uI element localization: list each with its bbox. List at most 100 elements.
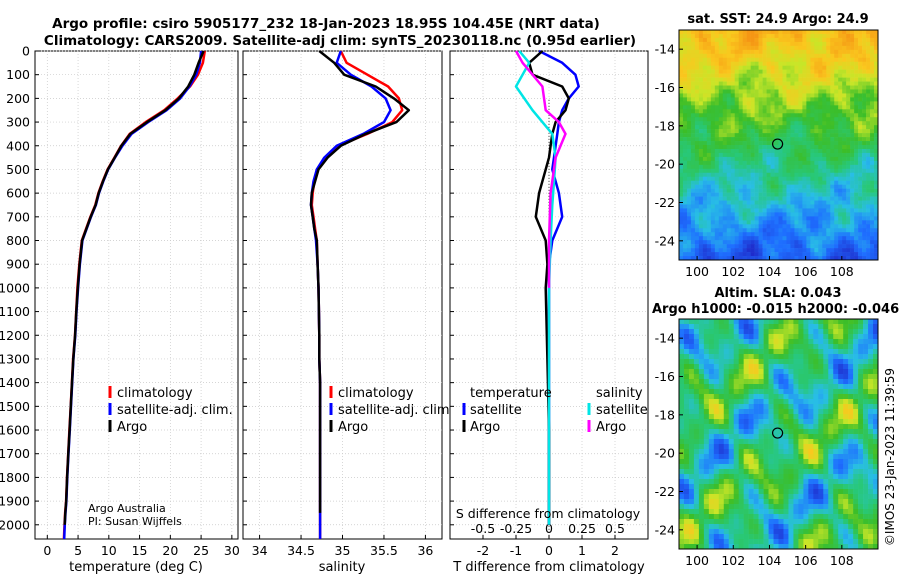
heatmap-cell (850, 137, 854, 141)
heatmap-cell (862, 70, 866, 74)
heatmap-cell (759, 539, 764, 544)
heatmap-cell (808, 524, 813, 529)
heatmap-cell (679, 141, 683, 145)
heatmap-cell (699, 479, 704, 484)
heatmap-cell (790, 117, 794, 121)
heatmap-cell (769, 414, 774, 419)
heatmap-cell (854, 149, 858, 153)
heatmap-cell (803, 429, 808, 434)
heatmap-cell (803, 409, 808, 414)
heatmap-cell (734, 369, 739, 374)
heatmap-cell (786, 232, 790, 236)
heatmap-cell (689, 449, 694, 454)
heatmap-cell (828, 409, 833, 414)
heatmap-cell (798, 212, 802, 216)
heatmap-cell (735, 149, 739, 153)
heatmap-cell (798, 117, 802, 121)
heatmap-cell (743, 220, 747, 224)
heatmap-cell (803, 414, 808, 419)
heatmap-cell (846, 165, 850, 169)
heatmap-cell (814, 62, 818, 66)
heatmap-cell (687, 212, 691, 216)
heatmap-cell (818, 125, 822, 129)
heatmap-cell (707, 224, 711, 228)
heatmap-cell (695, 216, 699, 220)
heatmap-cell (754, 384, 759, 389)
heatmap-cell (810, 117, 814, 121)
heatmap-cell (699, 50, 703, 54)
heatmap-cell (788, 519, 793, 524)
heatmap-cell (810, 153, 814, 157)
heatmap-cell (747, 208, 751, 212)
heatmap-cell (830, 30, 834, 34)
heatmap-cell (843, 419, 848, 424)
heatmap-cell (854, 224, 858, 228)
heatmap-cell (806, 165, 810, 169)
heatmap-cell (870, 145, 874, 149)
heatmap-cell (755, 97, 759, 101)
heatmap-cell (724, 339, 729, 344)
heatmap-cell (870, 173, 874, 177)
heatmap-cell (749, 384, 754, 389)
heatmap-cell (689, 499, 694, 504)
heatmap-cell (833, 404, 838, 409)
heatmap-cell (818, 499, 823, 504)
heatmap-cell (818, 524, 823, 529)
heatmap-cell (723, 149, 727, 153)
heatmap-cell (790, 46, 794, 50)
heatmap-cell (683, 117, 687, 121)
heatmap-cell (709, 334, 714, 339)
heatmap-cell (786, 149, 790, 153)
heatmap-cell (727, 141, 731, 145)
heatmap-cell (735, 125, 739, 129)
heatmap-cell (834, 228, 838, 232)
heatmap-cell (853, 344, 858, 349)
heatmap-cell (719, 469, 724, 474)
heatmap-cell (813, 494, 818, 499)
heatmap-cell (830, 89, 834, 93)
heatmap-cell (802, 93, 806, 97)
heatmap-cell (862, 157, 866, 161)
heatmap-cell (699, 70, 703, 74)
heatmap-cell (788, 424, 793, 429)
heatmap-cell (833, 354, 838, 359)
heatmap-cell (691, 129, 695, 133)
heatmap-cell (714, 474, 719, 479)
heatmap-cell (759, 121, 763, 125)
heatmap-cell (754, 414, 759, 419)
heatmap-cell (866, 93, 870, 97)
heatmap-cell (782, 82, 786, 86)
heatmap-cell (679, 30, 683, 34)
heatmap-cell (834, 248, 838, 252)
heatmap-cell (786, 224, 790, 228)
heatmap-cell (719, 204, 723, 208)
heatmap-cell (743, 216, 747, 220)
heatmap-cell (788, 359, 793, 364)
heatmap-cell (751, 197, 755, 201)
heatmap-cell (715, 74, 719, 78)
heatmap-cell (743, 50, 747, 54)
heatmap-cell (810, 189, 814, 193)
heatmap-cell (679, 424, 684, 429)
x-tick-label: 34.5 (287, 543, 315, 558)
heatmap-cell (779, 220, 783, 224)
heatmap-cell (754, 409, 759, 414)
heatmap-cell (850, 113, 854, 117)
heatmap-cell (853, 454, 858, 459)
heatmap-cell (744, 529, 749, 534)
heatmap-cell (751, 181, 755, 185)
heatmap-cell (822, 78, 826, 82)
heatmap-cell (747, 216, 751, 220)
heatmap-cell (822, 54, 826, 58)
heatmap-cell (699, 212, 703, 216)
depth-tick-label: 0 (22, 44, 30, 59)
heatmap-cell (826, 181, 830, 185)
heatmap-cell (683, 93, 687, 97)
heatmap-cell (843, 424, 848, 429)
heatmap-cell (703, 50, 707, 54)
heatmap-cell (723, 248, 727, 252)
heatmap-cell (818, 181, 822, 185)
heatmap-cell (813, 379, 818, 384)
heatmap-cell (687, 74, 691, 78)
heatmap-cell (751, 117, 755, 121)
